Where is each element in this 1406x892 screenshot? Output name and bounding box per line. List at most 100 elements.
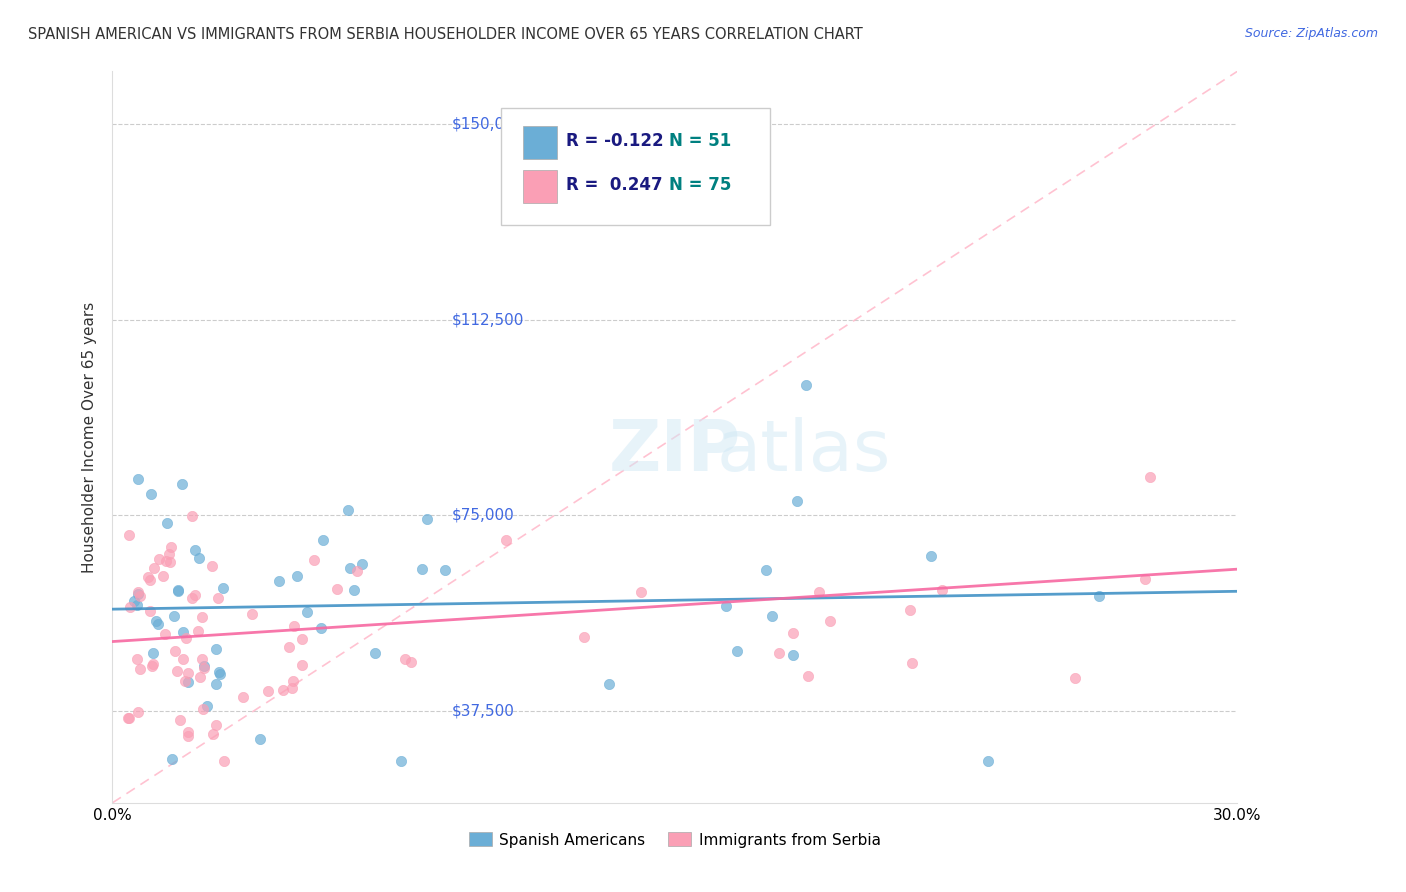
Point: [394, 652, 416, 666]
Point: [976, 754, 998, 768]
Point: [181, 591, 204, 605]
Point: [148, 617, 170, 632]
Point: [326, 582, 349, 596]
Point: [364, 646, 387, 660]
Point: [898, 603, 921, 617]
Point: [630, 585, 652, 599]
Text: SPANISH AMERICAN VS IMMIGRANTS FROM SERBIA HOUSEHOLDER INCOME OVER 65 YEARS CORR: SPANISH AMERICAN VS IMMIGRANTS FROM SERB…: [28, 27, 863, 42]
Point: [191, 702, 214, 716]
Point: [257, 684, 280, 698]
Point: [176, 666, 198, 681]
Text: R = -0.122: R = -0.122: [565, 132, 664, 150]
Point: [142, 646, 165, 660]
Point: [129, 589, 152, 603]
Point: [153, 627, 176, 641]
Point: [901, 656, 924, 670]
Point: [1064, 671, 1087, 685]
Point: [170, 477, 193, 491]
Point: [205, 677, 228, 691]
Point: [201, 559, 224, 574]
Text: $150,000: $150,000: [453, 116, 524, 131]
Point: [118, 711, 141, 725]
Point: [920, 549, 942, 563]
Point: [797, 669, 820, 683]
Point: [120, 599, 142, 614]
Point: [302, 553, 325, 567]
Point: [159, 556, 181, 570]
Point: [202, 727, 225, 741]
Point: [312, 533, 335, 547]
Point: [232, 690, 254, 705]
Point: [287, 568, 309, 582]
Point: [574, 630, 596, 644]
Point: [271, 682, 294, 697]
Point: [598, 677, 620, 691]
FancyBboxPatch shape: [501, 108, 770, 225]
Point: [166, 664, 188, 678]
Text: ZIP: ZIP: [609, 417, 741, 486]
Point: [415, 511, 437, 525]
Point: [165, 643, 187, 657]
Point: [495, 533, 517, 548]
Point: [807, 584, 830, 599]
Point: [1135, 573, 1157, 587]
Point: [141, 658, 163, 673]
Point: [183, 588, 205, 602]
Point: [162, 752, 184, 766]
Point: [139, 604, 162, 618]
Text: R =  0.247: R = 0.247: [565, 176, 662, 194]
Point: [127, 598, 149, 612]
Point: [195, 698, 218, 713]
Point: [160, 540, 183, 554]
Point: [755, 563, 778, 577]
Point: [136, 570, 159, 584]
Point: [281, 681, 304, 695]
Point: [157, 547, 180, 561]
Point: [1139, 470, 1161, 484]
Point: [433, 563, 456, 577]
Point: [184, 543, 207, 558]
Point: [193, 661, 215, 675]
Point: [174, 674, 197, 689]
Point: [240, 607, 263, 622]
Point: [401, 655, 423, 669]
Point: [291, 658, 314, 673]
Point: [309, 622, 332, 636]
Point: [786, 494, 808, 508]
Point: [122, 594, 145, 608]
Point: [283, 618, 305, 632]
Point: [352, 557, 374, 571]
Point: [127, 585, 149, 599]
Point: [389, 754, 412, 768]
Point: [128, 662, 150, 676]
Text: N = 75: N = 75: [669, 176, 731, 194]
Point: [205, 642, 228, 657]
Point: [167, 582, 190, 597]
Point: [142, 560, 165, 574]
Point: [177, 730, 200, 744]
Text: $75,000: $75,000: [453, 508, 515, 523]
Point: [343, 583, 366, 598]
Point: [191, 610, 214, 624]
Point: [127, 587, 149, 601]
Point: [167, 584, 190, 599]
Point: [148, 552, 170, 566]
Y-axis label: Householder Income Over 65 years: Householder Income Over 65 years: [82, 301, 97, 573]
Point: [794, 377, 817, 392]
Text: $37,500: $37,500: [453, 704, 515, 719]
Point: [117, 711, 139, 725]
Point: [346, 565, 368, 579]
Point: [141, 487, 163, 501]
Point: [176, 674, 198, 689]
Point: [212, 754, 235, 768]
Text: atlas: atlas: [717, 417, 891, 486]
Point: [931, 583, 953, 598]
Point: [782, 625, 804, 640]
Point: [142, 657, 165, 671]
Point: [768, 646, 790, 660]
Point: [336, 503, 359, 517]
Point: [156, 516, 179, 530]
Point: [188, 670, 211, 684]
Point: [172, 652, 194, 666]
Point: [207, 665, 229, 680]
